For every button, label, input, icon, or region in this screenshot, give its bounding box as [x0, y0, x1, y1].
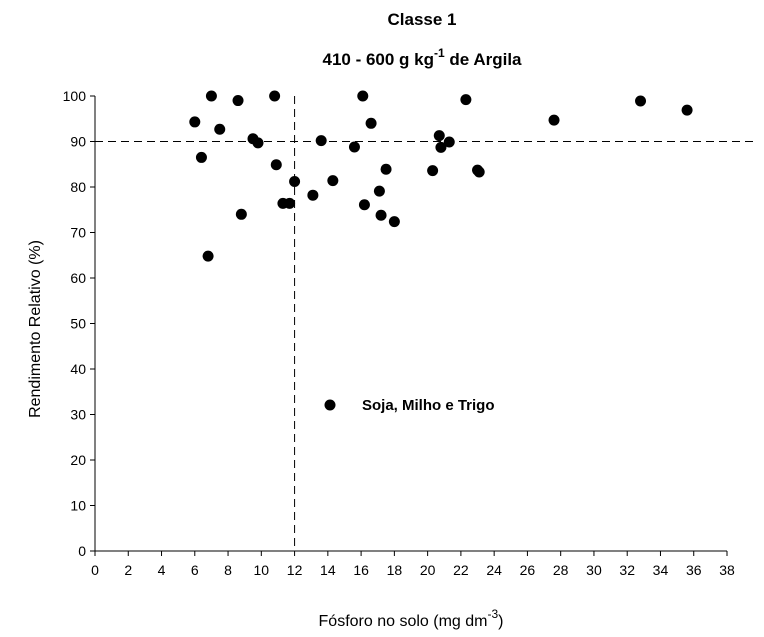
data-point: [427, 165, 439, 177]
x-tick-label: 14: [320, 562, 336, 578]
legend: Soja, Milho e Trigo: [324, 397, 495, 414]
x-tick-label: 26: [520, 562, 536, 578]
data-point: [202, 250, 214, 262]
data-point: [388, 216, 400, 228]
data-point: [357, 90, 369, 102]
x-tick-label: 6: [191, 562, 199, 578]
y-tick-label: 30: [70, 407, 86, 423]
data-point: [289, 176, 301, 188]
data-point: [270, 159, 282, 171]
y-axis-label: Rendimento Relativo (%): [27, 240, 44, 418]
x-axis-ticks: 0 2 4 6 8 10 12 14 16 18 20 22 24 26 28 30 32 34 36 38: [91, 551, 735, 578]
data-point: [284, 197, 296, 209]
data-point: [269, 90, 281, 102]
data-point: [365, 117, 377, 129]
data-point: [235, 208, 247, 220]
data-point: [548, 114, 560, 126]
x-tick-label: 0: [91, 562, 99, 578]
data-point: [460, 94, 472, 106]
chart-subtitle-superscript: -1: [434, 46, 445, 60]
data-point: [315, 135, 327, 147]
data-point: [327, 175, 339, 187]
chart-subtitle-tail: de Argila: [445, 50, 522, 69]
data-point: [380, 163, 392, 175]
y-tick-label: 90: [70, 134, 86, 150]
y-tick-label: 100: [63, 88, 87, 104]
data-point: [433, 130, 445, 142]
data-point: [307, 189, 319, 201]
x-tick-label: 4: [158, 562, 166, 578]
data-point: [443, 136, 455, 148]
legend-marker: [324, 399, 336, 411]
data-point: [205, 90, 217, 102]
x-axis-label: Fósforo no solo (mg dm-3): [319, 607, 504, 630]
axes: [94, 96, 727, 552]
x-tick-label: 18: [387, 562, 403, 578]
x-tick-label: 34: [653, 562, 669, 578]
data-points: [189, 90, 693, 262]
data-point: [375, 209, 387, 221]
x-axis-label-tail: ): [498, 613, 503, 630]
y-tick-label: 70: [70, 225, 86, 241]
x-tick-label: 24: [486, 562, 502, 578]
data-point: [373, 185, 385, 197]
y-axis-ticks: 0 10 20 30 40 50 60 70 80 90 100: [63, 88, 95, 559]
data-point: [635, 95, 647, 107]
data-point: [189, 116, 201, 128]
chart-title: Classe 1: [388, 10, 457, 29]
x-tick-label: 2: [124, 562, 132, 578]
chart-subtitle-main: 410 - 600 g kg: [322, 50, 434, 69]
y-tick-label: 10: [70, 498, 86, 514]
y-tick-label: 0: [78, 543, 86, 559]
data-point: [435, 141, 447, 153]
legend-label: Soja, Milho e Trigo: [362, 397, 495, 414]
x-tick-label: 20: [420, 562, 436, 578]
data-point: [232, 95, 244, 107]
data-point: [358, 199, 370, 211]
y-tick-label: 60: [70, 270, 86, 286]
reference-lines: [95, 96, 758, 551]
data-point: [252, 137, 264, 149]
x-tick-label: 38: [719, 562, 735, 578]
x-tick-label: 10: [254, 562, 270, 578]
data-point: [473, 166, 485, 178]
data-point: [681, 104, 693, 116]
x-tick-label: 28: [553, 562, 569, 578]
x-tick-label: 12: [287, 562, 303, 578]
chart-subtitle: 410 - 600 g kg-1 de Argila: [322, 46, 522, 69]
y-tick-label: 40: [70, 361, 86, 377]
y-tick-label: 50: [70, 316, 86, 332]
data-point: [214, 123, 226, 135]
x-tick-label: 32: [619, 562, 635, 578]
x-tick-label: 36: [686, 562, 702, 578]
data-point: [195, 151, 207, 163]
x-axis-label-main: Fósforo no solo (mg dm: [319, 613, 488, 630]
x-axis-label-superscript: -3: [487, 607, 498, 621]
x-tick-label: 8: [224, 562, 232, 578]
y-tick-label: 80: [70, 179, 86, 195]
y-tick-label: 20: [70, 452, 86, 468]
x-tick-label: 30: [586, 562, 602, 578]
x-tick-label: 16: [353, 562, 369, 578]
data-point: [348, 141, 360, 153]
x-tick-label: 22: [453, 562, 469, 578]
